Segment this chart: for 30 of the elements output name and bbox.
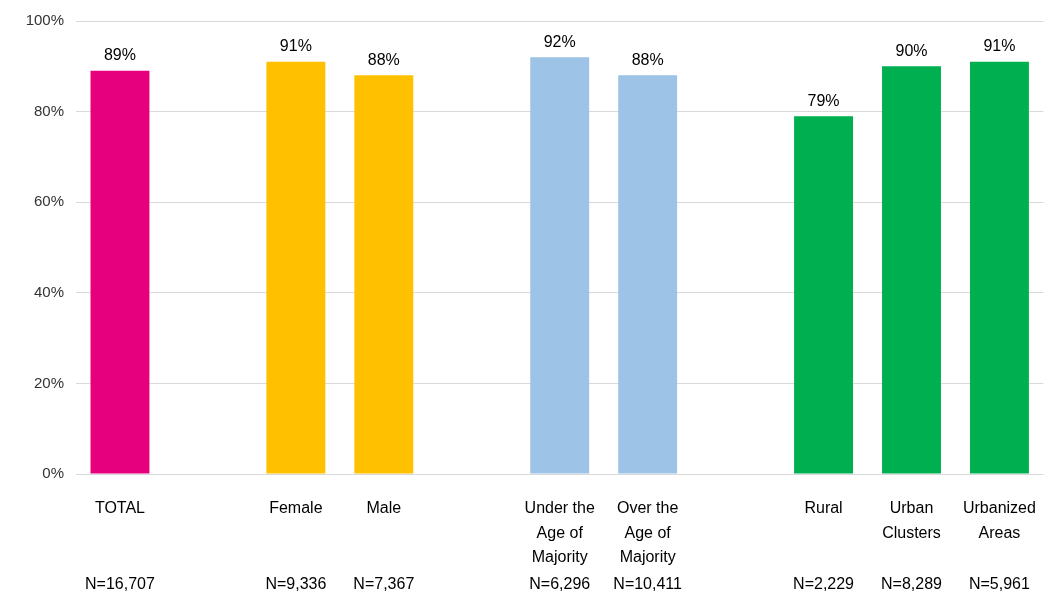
x-tick-label: Male bbox=[366, 498, 402, 516]
x-tick-label: Under the Age of Majority bbox=[524, 498, 595, 566]
x-tick-label: TOTAL bbox=[94, 498, 146, 516]
x-tick-label: Over the Age of Majority bbox=[616, 498, 679, 566]
data-label: 88% bbox=[631, 50, 664, 68]
y-tick-label: 80% bbox=[33, 101, 64, 119]
data-label: 90% bbox=[895, 41, 928, 59]
y-tick-label: 0% bbox=[42, 464, 64, 482]
text: N=5,961 bbox=[968, 575, 1031, 593]
text: N=6,296 bbox=[529, 575, 591, 593]
text: N=10,411 bbox=[613, 575, 683, 593]
y-tick-label: 20% bbox=[33, 373, 64, 391]
x-tick-label: Female bbox=[269, 498, 323, 516]
y-tick-label: 100% bbox=[25, 11, 64, 29]
y-tick-label: 40% bbox=[33, 282, 64, 300]
data-label: 79% bbox=[807, 91, 840, 109]
text: N=7,367 bbox=[353, 575, 415, 593]
x-tick-label: Urban Clusters bbox=[882, 498, 941, 541]
data-label: 91% bbox=[279, 37, 312, 55]
data-label: 89% bbox=[103, 46, 136, 64]
data-label: 92% bbox=[543, 32, 576, 50]
data-label: 91% bbox=[983, 37, 1016, 55]
text: N=9,336 bbox=[265, 575, 327, 593]
text: N=8,289 bbox=[881, 575, 943, 593]
text: N=2,229 bbox=[793, 575, 855, 593]
x-tick-label: Rural bbox=[804, 498, 843, 516]
data-label: 88% bbox=[367, 50, 400, 68]
x-tick-label: Urbanized Areas bbox=[962, 498, 1036, 541]
y-tick-label: 60% bbox=[33, 192, 64, 210]
text: N=16,707 bbox=[85, 575, 155, 593]
